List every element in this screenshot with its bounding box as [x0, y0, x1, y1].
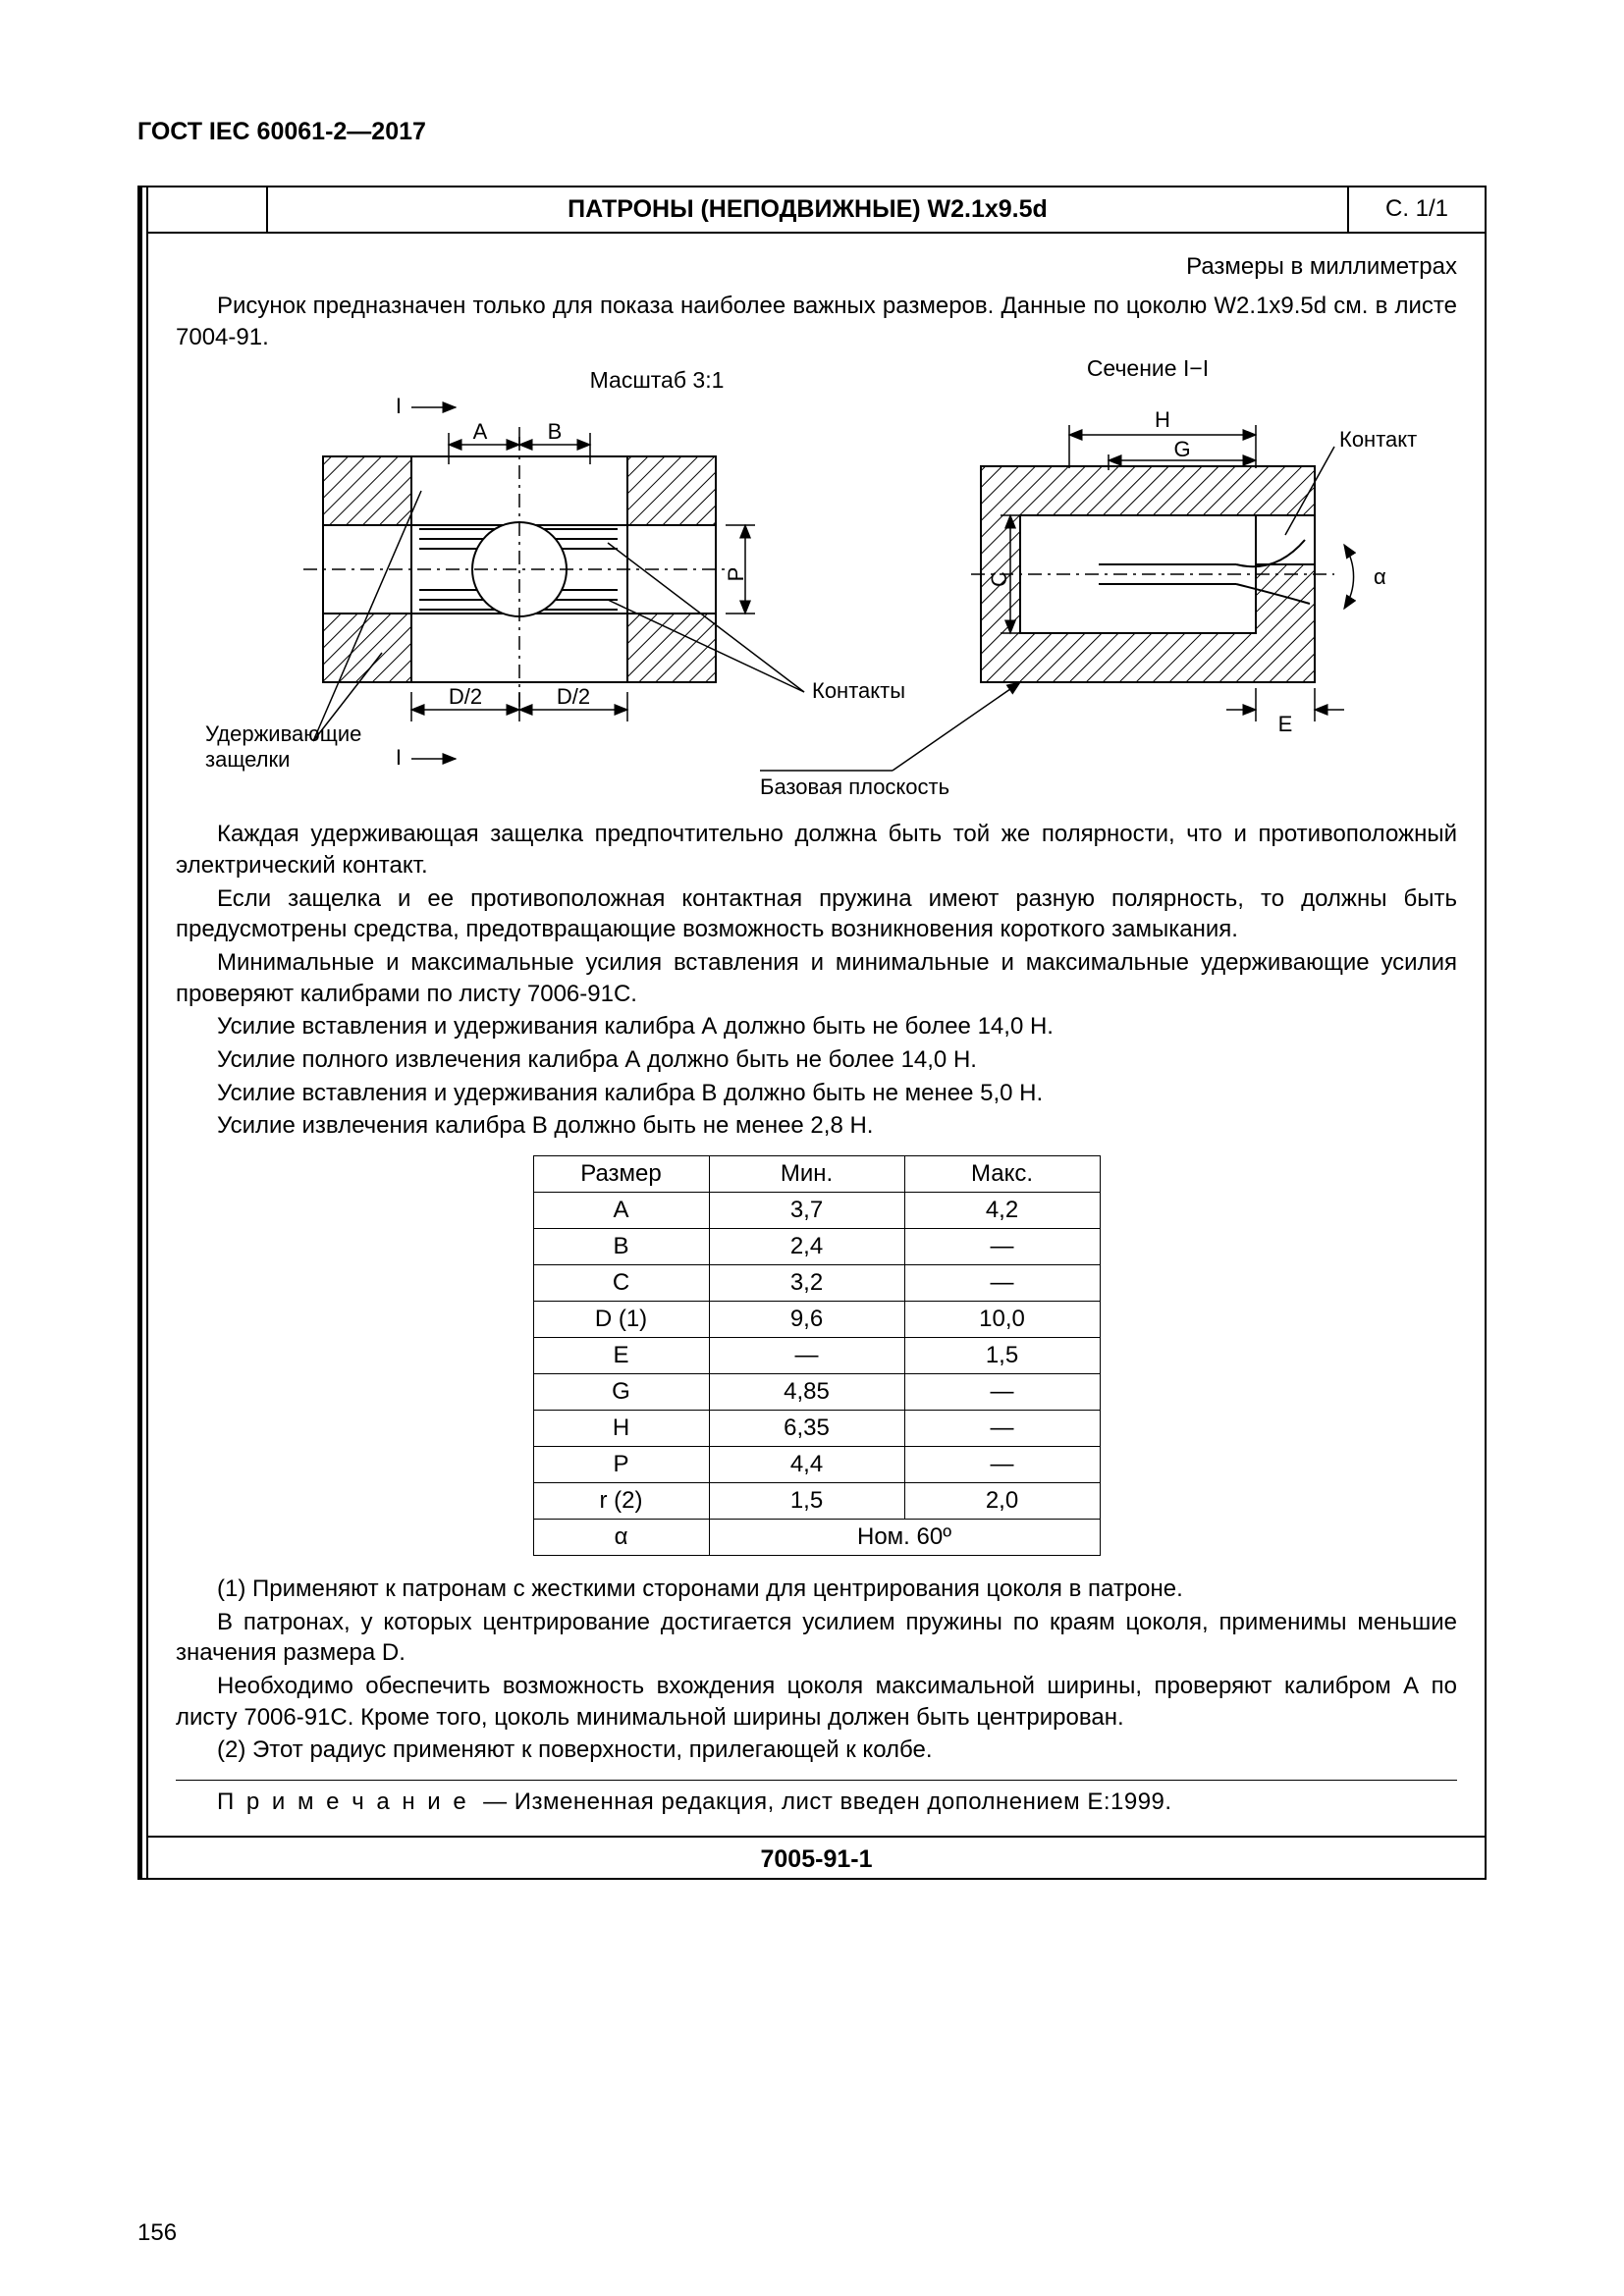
- dim-d2-left: D/2: [449, 684, 482, 709]
- body-para-2: Если защелка и ее противоположная контак…: [176, 883, 1457, 945]
- title-spacer: [148, 187, 268, 232]
- table-row: C3,2—: [533, 1265, 1100, 1302]
- note-4: (2) Этот радиус применяют к поверхности,…: [176, 1735, 1457, 1766]
- dim-a-label: A: [473, 419, 488, 444]
- body-para-4: Усилие вставления и удерживания калибра …: [176, 1011, 1457, 1042]
- contact-label: Контакт: [1339, 427, 1417, 452]
- retaining-label: Удерживающие: [205, 721, 361, 746]
- title-row: ПАТРОНЫ (НЕПОДВИЖНЫЕ) W2.1x9.5d C. 1/1: [148, 187, 1485, 234]
- note-1: (1) Применяют к патронам с жесткими стор…: [176, 1574, 1457, 1605]
- body-para-7: Усилие извлечения калибра В должно быть …: [176, 1110, 1457, 1142]
- table-row-alpha: αНом. 60º: [533, 1520, 1100, 1556]
- content-area: Размеры в миллиметрах Рисунок предназнач…: [148, 234, 1485, 1836]
- table-row: r (2)1,52,0: [533, 1483, 1100, 1520]
- dim-b-label: B: [548, 419, 563, 444]
- note-2: В патронах, у которых центрирование дост…: [176, 1607, 1457, 1669]
- inner-frame: ПАТРОНЫ (НЕПОДВИЖНЫЕ) W2.1x9.5d C. 1/1 Р…: [146, 187, 1485, 1878]
- intro-paragraph: Рисунок предназначен только для показа н…: [176, 291, 1457, 352]
- table-row: E—1,5: [533, 1338, 1100, 1374]
- col-max: Макс.: [904, 1156, 1100, 1193]
- section-i-top: I: [396, 394, 402, 418]
- body-para-3: Минимальные и максимальные усилия вставл…: [176, 947, 1457, 1009]
- section-i-bot: I: [396, 745, 402, 770]
- table-row: A3,74,2: [533, 1193, 1100, 1229]
- page-number: 156: [137, 2219, 177, 2247]
- body-para-5: Усилие полного извлечения калибра А долж…: [176, 1044, 1457, 1076]
- body-para-1: Каждая удерживающая защелка предпочтител…: [176, 819, 1457, 881]
- dim-alpha-label: α: [1374, 564, 1386, 589]
- section-label: Сечение I−I: [1087, 358, 1209, 381]
- technical-diagram: A B I I: [176, 358, 1457, 807]
- dim-g-label: G: [1173, 437, 1190, 461]
- outer-frame: ПАТРОНЫ (НЕПОДВИЖНЫЕ) W2.1x9.5d C. 1/1 Р…: [137, 186, 1487, 1880]
- remark-label: П р и м е ч а н и е: [217, 1789, 469, 1815]
- units-note: Размеры в миллиметрах: [176, 253, 1457, 281]
- table-row: D (1)9,610,0: [533, 1302, 1100, 1338]
- table-row: G4,85—: [533, 1374, 1100, 1411]
- note-3: Необходимо обеспечить возможность вхожде…: [176, 1671, 1457, 1733]
- remark: П р и м е ч а н и е — Измененная редакци…: [176, 1789, 1457, 1816]
- diagram-svg: A B I I: [176, 358, 1433, 800]
- sheet-code: 7005-91-1: [148, 1836, 1485, 1878]
- contacts-label: Контакты: [812, 678, 905, 703]
- table-row: P4,4—: [533, 1447, 1100, 1483]
- col-size: Размер: [533, 1156, 709, 1193]
- dim-h-label: H: [1155, 407, 1170, 432]
- body-para-6: Усилие вставления и удерживания калибра …: [176, 1078, 1457, 1109]
- remark-text: — Измененная редакция, лист введен допол…: [483, 1789, 1171, 1815]
- scale-label: Масштаб 3:1: [590, 367, 725, 393]
- dim-d2-right: D/2: [557, 684, 590, 709]
- table-row: B2,4—: [533, 1229, 1100, 1265]
- latches-label: защелки: [205, 747, 290, 772]
- sheet-page: C. 1/1: [1349, 187, 1485, 232]
- dim-p-label: P: [724, 567, 748, 582]
- standard-header: ГОСТ IEC 60061-2—2017: [137, 118, 1487, 146]
- dim-c-label: C: [987, 571, 1011, 587]
- dimensions-table: Размер Мин. Макс. A3,74,2 B2,4— C3,2— D …: [533, 1155, 1101, 1556]
- dim-e-label: E: [1278, 712, 1293, 736]
- separator: [176, 1780, 1457, 1781]
- col-min: Мин.: [709, 1156, 904, 1193]
- table-row: H6,35—: [533, 1411, 1100, 1447]
- page: ГОСТ IEC 60061-2—2017 ПАТРОНЫ (НЕПОДВИЖН…: [0, 0, 1624, 2296]
- sheet-title: ПАТРОНЫ (НЕПОДВИЖНЫЕ) W2.1x9.5d: [268, 187, 1349, 232]
- table-header-row: Размер Мин. Макс.: [533, 1156, 1100, 1193]
- base-plane-label: Базовая плоскость: [760, 774, 949, 799]
